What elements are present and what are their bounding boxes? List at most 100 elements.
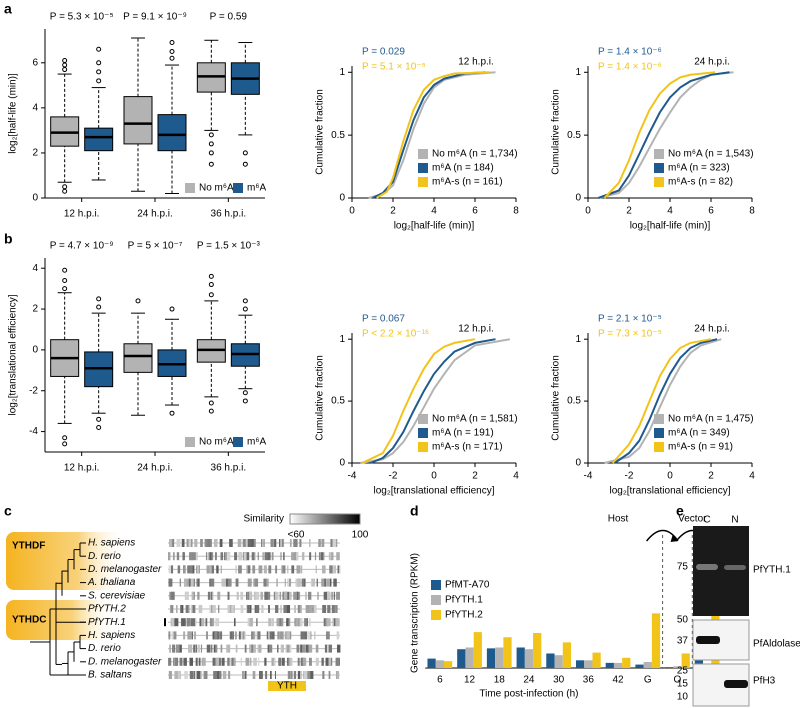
- bar: [643, 662, 652, 668]
- bar: [673, 666, 682, 668]
- y-axis-label: Cumulative fraction: [551, 355, 562, 441]
- alignment-block: [330, 539, 333, 547]
- alignment-block: [294, 671, 296, 679]
- alignment-block: [281, 565, 283, 574]
- alignment-block: [322, 565, 326, 574]
- alignment-block: [258, 565, 263, 574]
- x-tick-label: 2: [626, 206, 632, 217]
- legend-label: No m⁶A (n = 1,475): [668, 414, 754, 425]
- x-tick-label: 4: [667, 206, 673, 217]
- alignment-block: [298, 618, 301, 627]
- alignment-block: [297, 578, 301, 587]
- alignment-block: [216, 565, 219, 574]
- alignment-block: [335, 539, 338, 547]
- group-box: [6, 532, 126, 590]
- species-label: A. thaliana: [87, 577, 136, 588]
- legend-label: m⁶A-s (n = 91): [668, 442, 733, 453]
- alignment-block: [189, 552, 193, 561]
- alignment-block: [251, 539, 254, 547]
- outlier: [169, 410, 175, 416]
- alignment-block: [212, 657, 215, 666]
- alignment-block: [175, 657, 178, 666]
- alignment-block: [171, 631, 174, 640]
- alignment-block: [254, 578, 259, 587]
- alignment-block: [271, 618, 274, 627]
- alignment-block: [334, 605, 336, 613]
- alignment-block: [213, 644, 216, 653]
- alignment-block: [276, 578, 278, 587]
- outlier: [169, 49, 175, 55]
- alignment-block: [310, 671, 314, 679]
- alignment-block: [253, 578, 255, 587]
- alignment-block: [337, 657, 340, 666]
- x-axis-label: log₂[translational efficiency]: [610, 486, 731, 497]
- alignment-block: [332, 565, 335, 574]
- alignment-block: [336, 552, 340, 561]
- alignment-block: [245, 657, 250, 666]
- alignment-block: [168, 565, 172, 574]
- alignment-block: [194, 539, 198, 547]
- alignment-block: [212, 618, 215, 627]
- bar: [465, 647, 474, 668]
- alignment-block: [277, 631, 280, 640]
- alignment-block: [180, 618, 183, 627]
- outlier: [62, 267, 68, 273]
- outlier: [242, 161, 248, 167]
- alignment-block: [238, 539, 242, 547]
- alignment-block: [207, 591, 210, 600]
- bar: [524, 649, 534, 668]
- alignment-block: [246, 552, 250, 561]
- bar: [592, 652, 601, 668]
- x-tick-label: 4: [749, 471, 755, 482]
- alignment-block: [199, 605, 203, 613]
- alignment-block: [192, 552, 196, 561]
- alignment-block: [315, 644, 319, 653]
- alignment-block: [336, 671, 340, 679]
- alignment-block: [209, 539, 212, 547]
- alignment-block: [321, 657, 324, 666]
- alignment-block: [179, 657, 183, 666]
- alignment-block: [286, 631, 290, 640]
- x-tick-label: 8: [749, 206, 755, 217]
- species-label: PfYTH.2: [88, 604, 126, 615]
- outlier: [96, 46, 102, 52]
- species-label: H. sapiens: [88, 538, 135, 549]
- alignment-block: [236, 591, 239, 600]
- alignment-block: [334, 605, 338, 613]
- alignment-block: [316, 578, 319, 587]
- p-value: P = 1.4 × 10⁻⁶: [598, 62, 662, 73]
- species-label: PfYTH.1: [88, 617, 126, 628]
- alignment-block: [331, 591, 333, 600]
- alignment-block: [244, 631, 246, 640]
- species-label: D. rerio: [88, 551, 121, 562]
- alignment-block: [263, 539, 265, 547]
- legend-label: No m⁶A (n = 1,543): [668, 149, 754, 160]
- y-tick-label: 1: [575, 334, 581, 345]
- alignment-block: [199, 671, 203, 679]
- scale-label: <60: [288, 530, 305, 541]
- alignment-block: [169, 591, 172, 600]
- alignment-block: [325, 631, 330, 640]
- alignment-block: [332, 618, 334, 627]
- alignment-block: [284, 578, 286, 587]
- alignment-block: [264, 591, 268, 600]
- legend-label: m⁶A-s (n = 82): [668, 177, 733, 188]
- outlier: [169, 40, 175, 46]
- alignment-block: [274, 539, 277, 547]
- alignment-block: [182, 618, 186, 627]
- box: [84, 127, 114, 152]
- legend-label: m⁶A (n = 184): [432, 163, 494, 174]
- y-axis-label: Cumulative fraction: [315, 89, 326, 175]
- alignment-block: [245, 671, 247, 679]
- alignment-block: [180, 605, 182, 613]
- alignment-block: [272, 631, 275, 640]
- cdf-line: [370, 338, 496, 464]
- alignment-block: [238, 552, 242, 561]
- bar: [681, 653, 690, 668]
- outlier: [62, 184, 68, 190]
- legend-swatch: [418, 442, 428, 452]
- alignment-block: [328, 671, 331, 679]
- outlier: [62, 188, 68, 194]
- alignment-block: [315, 565, 317, 574]
- box: [157, 114, 187, 152]
